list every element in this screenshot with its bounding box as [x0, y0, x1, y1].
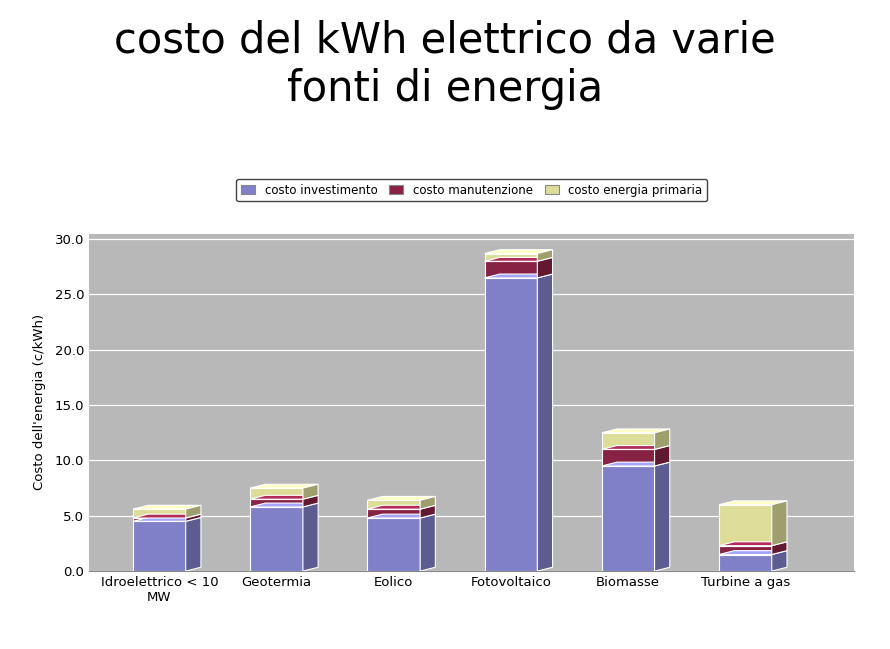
- Polygon shape: [186, 514, 201, 521]
- Polygon shape: [368, 506, 435, 509]
- Polygon shape: [719, 501, 787, 505]
- Bar: [133, 509, 186, 518]
- Bar: [368, 509, 420, 518]
- Polygon shape: [654, 445, 670, 466]
- Polygon shape: [133, 514, 201, 518]
- Polygon shape: [602, 462, 670, 466]
- Text: costo del kWh elettrico da varie
fonti di energia: costo del kWh elettrico da varie fonti d…: [114, 19, 776, 110]
- Polygon shape: [484, 274, 553, 278]
- Polygon shape: [602, 445, 670, 449]
- Legend: costo investimento, costo manutenzione, costo energia primaria: costo investimento, costo manutenzione, …: [237, 178, 707, 201]
- Polygon shape: [772, 501, 787, 546]
- Polygon shape: [186, 517, 201, 571]
- Bar: [368, 518, 420, 571]
- Bar: [133, 521, 186, 571]
- Bar: [602, 433, 654, 449]
- Bar: [602, 449, 654, 466]
- Bar: [133, 518, 186, 521]
- Polygon shape: [538, 274, 553, 571]
- Bar: [598, 571, 658, 574]
- Bar: [484, 254, 538, 262]
- Polygon shape: [538, 258, 553, 278]
- Polygon shape: [303, 495, 318, 507]
- Polygon shape: [420, 514, 435, 571]
- Polygon shape: [484, 250, 553, 254]
- Polygon shape: [602, 429, 670, 433]
- Bar: [250, 499, 303, 507]
- Bar: [247, 571, 306, 574]
- Polygon shape: [420, 506, 435, 518]
- Polygon shape: [719, 550, 787, 554]
- Polygon shape: [250, 484, 318, 488]
- Bar: [368, 500, 420, 509]
- Polygon shape: [719, 542, 787, 546]
- Bar: [250, 488, 303, 499]
- Bar: [719, 554, 772, 571]
- Polygon shape: [368, 514, 435, 518]
- Polygon shape: [303, 484, 318, 499]
- Polygon shape: [538, 250, 553, 262]
- Bar: [364, 571, 424, 574]
- Polygon shape: [250, 503, 318, 507]
- Bar: [250, 507, 303, 571]
- Polygon shape: [654, 429, 670, 449]
- Polygon shape: [133, 506, 201, 509]
- Polygon shape: [186, 506, 201, 518]
- Y-axis label: Costo dell'energia (c/kWh): Costo dell'energia (c/kWh): [33, 314, 46, 491]
- Polygon shape: [484, 258, 553, 262]
- Bar: [484, 278, 538, 571]
- Polygon shape: [303, 503, 318, 571]
- Polygon shape: [133, 517, 201, 521]
- Bar: [129, 571, 190, 574]
- Bar: [719, 505, 772, 546]
- Polygon shape: [772, 550, 787, 571]
- Bar: [716, 571, 775, 574]
- Polygon shape: [250, 495, 318, 499]
- Bar: [484, 262, 538, 278]
- Bar: [602, 466, 654, 571]
- Bar: [719, 546, 772, 554]
- Polygon shape: [654, 462, 670, 571]
- Polygon shape: [420, 496, 435, 509]
- Bar: [481, 571, 541, 574]
- Polygon shape: [772, 542, 787, 554]
- Polygon shape: [368, 496, 435, 500]
